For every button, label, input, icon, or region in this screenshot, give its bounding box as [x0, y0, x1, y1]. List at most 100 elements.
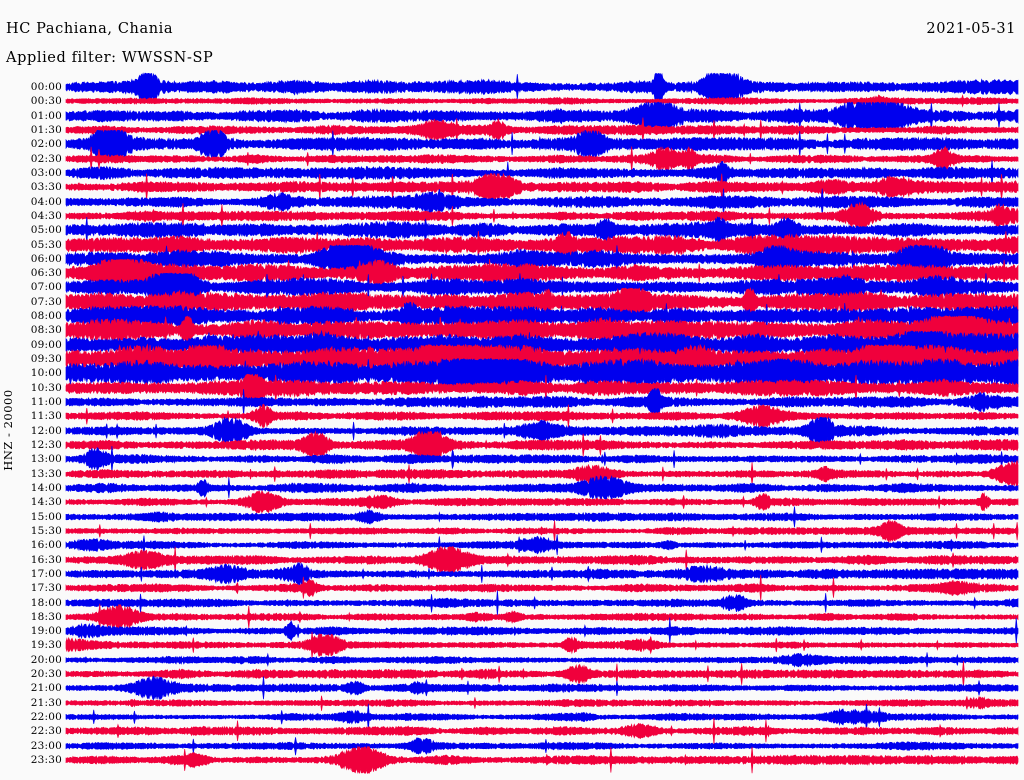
seismic-trace [65, 632, 1019, 659]
trace-row: 23:30 [0, 745, 1024, 774]
trace-row: 16:00 [0, 532, 1024, 558]
seismic-trace [65, 387, 1019, 416]
trace-time-label: 07:00 [30, 281, 62, 294]
seismic-trace [65, 72, 1019, 102]
seismic-trace-path [65, 632, 1019, 659]
trace-row: 17:00 [0, 561, 1024, 587]
seismic-trace-canvas [65, 459, 1019, 488]
seismic-trace-path [65, 130, 1019, 159]
seismic-trace [65, 145, 1019, 173]
seismic-trace-canvas [65, 518, 1019, 544]
seismic-trace-path [65, 72, 1019, 102]
trace-time-label: 15:00 [30, 510, 62, 523]
trace-time-label: 20:00 [30, 653, 62, 666]
trace-time-label: 14:30 [30, 496, 62, 509]
trace-time-label: 06:00 [30, 252, 62, 265]
trace-time-label: 14:00 [30, 481, 62, 494]
seismic-trace-path [65, 506, 1019, 527]
seismic-trace-canvas [65, 72, 1019, 102]
trace-row: 00:30 [0, 88, 1024, 114]
seismic-trace-path [65, 652, 1019, 668]
seismic-trace-canvas [65, 475, 1019, 501]
seismic-trace-path [65, 145, 1019, 173]
seismic-trace-path [65, 201, 1019, 230]
trace-time-label: 13:00 [30, 453, 62, 466]
trace-row: 00:00 [0, 72, 1024, 102]
seismic-trace-canvas [65, 632, 1019, 659]
seismic-trace [65, 446, 1019, 473]
trace-row: 20:30 [0, 661, 1024, 688]
seismic-trace [65, 475, 1019, 501]
seismic-trace-canvas [65, 506, 1019, 527]
seismic-trace-canvas [65, 188, 1019, 216]
seismic-trace-canvas [65, 273, 1019, 302]
seismic-trace [65, 703, 1019, 731]
trace-time-label: 01:30 [30, 123, 62, 136]
trace-row: 01:00 [0, 100, 1024, 131]
trace-row: 04:30 [0, 201, 1024, 230]
applied-filter-label: Applied filter: WWSSN-SP [6, 50, 214, 66]
trace-time-label: 00:30 [30, 95, 62, 108]
seismic-trace-canvas [65, 603, 1019, 631]
trace-row: 21:30 [0, 690, 1024, 716]
seismic-trace-canvas [65, 545, 1019, 574]
seismic-trace [65, 117, 1019, 143]
seismic-trace-path [65, 703, 1019, 731]
trace-row: 19:30 [0, 632, 1024, 659]
trace-row: 01:30 [0, 117, 1024, 143]
trace-row: 14:30 [0, 489, 1024, 515]
seismic-trace-path [65, 574, 1019, 602]
seismic-trace-path [65, 100, 1019, 131]
seismic-trace-canvas [65, 695, 1019, 711]
seismic-trace-path [65, 561, 1019, 587]
trace-time-label: 08:00 [30, 310, 62, 323]
seismic-trace [65, 88, 1019, 114]
seismic-trace-canvas [65, 100, 1019, 131]
seismic-trace-canvas [65, 737, 1019, 755]
trace-row: 02:00 [0, 130, 1024, 159]
seismic-trace-path [65, 617, 1019, 645]
seismic-trace [65, 403, 1019, 429]
seismic-trace-path [65, 534, 1019, 556]
seismic-trace-canvas [65, 160, 1019, 187]
seismic-trace-canvas [65, 446, 1019, 473]
trace-time-label: 21:30 [30, 696, 62, 709]
helicorder-drum-plot: 00:00 00:30 01:00 01:30 02:00 02:30 03:00 03:30… [0, 72, 1024, 778]
seismic-trace [65, 617, 1019, 645]
trace-row: 13:00 [0, 446, 1024, 473]
seismic-trace [65, 545, 1019, 574]
trace-time-label: 18:00 [30, 596, 62, 609]
seismic-trace-path [65, 737, 1019, 755]
seismic-trace-canvas [65, 574, 1019, 602]
trace-time-label: 04:00 [30, 195, 62, 208]
seismic-trace-path [65, 403, 1019, 429]
trace-time-label: 05:00 [30, 224, 62, 237]
seismic-trace-canvas [65, 534, 1019, 556]
seismic-trace-canvas [65, 373, 1019, 403]
seismic-trace-path [65, 188, 1019, 216]
trace-row: 22:30 [0, 718, 1024, 745]
seismic-trace [65, 647, 1019, 673]
trace-time-label: 01:00 [30, 109, 62, 122]
trace-time-label: 20:30 [30, 668, 62, 681]
seismic-trace-canvas [65, 403, 1019, 429]
trace-time-label: 23:30 [30, 754, 62, 767]
seismic-trace [65, 518, 1019, 544]
trace-row: 10:30 [0, 373, 1024, 403]
seismic-trace-path [65, 590, 1019, 615]
seismic-trace-canvas [65, 430, 1019, 460]
trace-row: 11:30 [0, 403, 1024, 429]
seismic-trace-path [65, 661, 1019, 688]
trace-time-label: 21:00 [30, 682, 62, 695]
trace-time-label: 11:30 [30, 410, 62, 423]
seismic-trace-canvas [65, 745, 1019, 774]
seismic-trace [65, 430, 1019, 460]
trace-row: 04:00 [0, 188, 1024, 216]
trace-time-label: 10:30 [30, 381, 62, 394]
seismic-trace [65, 590, 1019, 616]
header: HC Pachiana, Chania 2021-05-31 Applied f… [0, 0, 1024, 78]
seismic-trace [65, 188, 1019, 216]
seismic-trace-path [65, 459, 1019, 488]
seismic-trace [65, 532, 1019, 558]
seismic-trace [65, 130, 1019, 159]
